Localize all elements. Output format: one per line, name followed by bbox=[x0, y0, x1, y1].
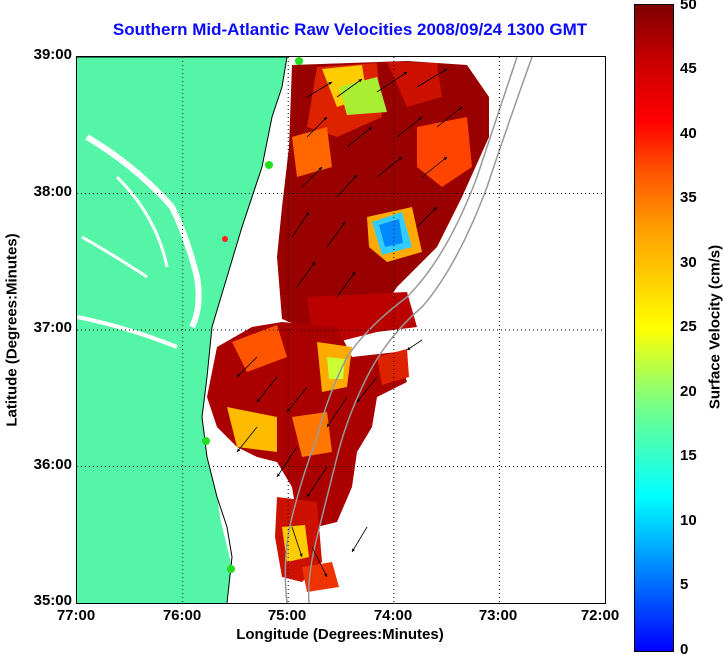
station-marker bbox=[265, 161, 273, 169]
colorbar bbox=[634, 4, 674, 652]
map-svg bbox=[77, 57, 605, 603]
radar-stations bbox=[202, 57, 303, 573]
grid-lines bbox=[77, 57, 605, 603]
colorbar-tick: 15 bbox=[680, 447, 697, 464]
colorbar-tick: 30 bbox=[680, 254, 697, 271]
y-tick-label: 38:00 bbox=[33, 183, 72, 200]
x-tick-label: 75:00 bbox=[267, 607, 307, 624]
map-plot-area bbox=[76, 56, 606, 604]
colorbar-tick: 50 bbox=[680, 0, 697, 13]
x-tick-label: 76:00 bbox=[162, 607, 202, 624]
chart-title: Southern Mid-Atlantic Raw Velocities 200… bbox=[112, 20, 588, 39]
x-tick-label: 72:00 bbox=[580, 607, 620, 624]
colorbar-tick: 10 bbox=[680, 512, 697, 529]
station-marker bbox=[202, 437, 210, 445]
colorbar-tick: 45 bbox=[680, 60, 697, 77]
colorbar-tick: 25 bbox=[680, 318, 697, 335]
x-tick-label: 73:00 bbox=[478, 607, 518, 624]
bathymetry-contours bbox=[284, 57, 533, 603]
colorbar-label: Surface Velocity (cm/s) bbox=[706, 244, 724, 410]
colorbar-tick: 0 bbox=[680, 641, 689, 658]
y-tick-label: 35:00 bbox=[33, 592, 72, 609]
colorbar-tick: 5 bbox=[680, 576, 689, 593]
x-tick-label: 77:00 bbox=[56, 607, 96, 624]
y-axis-label: Latitude (Degrees:Minutes) bbox=[3, 233, 21, 427]
velocity-arrows bbox=[236, 68, 463, 578]
y-tick-label: 36:00 bbox=[33, 456, 72, 473]
station-marker bbox=[227, 565, 235, 573]
station-marker bbox=[222, 236, 228, 242]
y-tick-label: 39:00 bbox=[33, 46, 72, 63]
colorbar-tick: 35 bbox=[680, 189, 697, 206]
colorbar-tick: 20 bbox=[680, 383, 697, 400]
x-axis-label: Longitude (Degrees:Minutes) bbox=[236, 626, 444, 643]
station-marker bbox=[295, 57, 303, 65]
y-tick-label: 37:00 bbox=[33, 319, 72, 336]
colorbar-tick: 40 bbox=[680, 125, 697, 142]
x-tick-label: 74:00 bbox=[373, 607, 413, 624]
